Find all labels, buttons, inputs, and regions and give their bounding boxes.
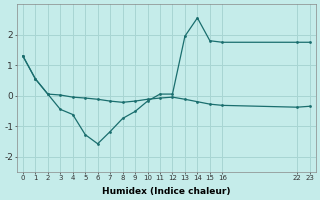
X-axis label: Humidex (Indice chaleur): Humidex (Indice chaleur) (102, 187, 230, 196)
